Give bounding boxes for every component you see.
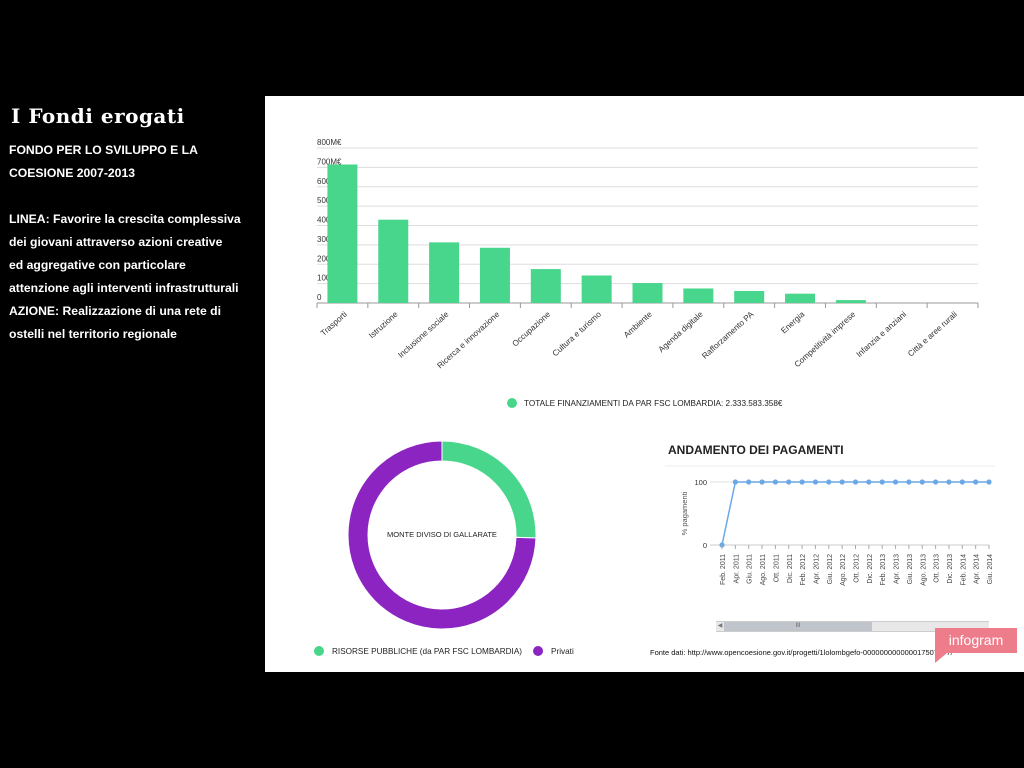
donut-legend-dot — [314, 646, 324, 656]
desc-line: attenzione agli interventi infrastruttur… — [9, 281, 239, 295]
line-point — [933, 479, 939, 485]
line-point — [919, 479, 925, 485]
donut-legend-label: Privati — [551, 647, 574, 656]
fund-name: FONDO PER LO SVILUPPO E LA COESIONE 2007… — [9, 139, 198, 185]
bar-istruzione — [378, 219, 409, 303]
bar-competitivit-imprese — [835, 300, 866, 303]
charts-canvas: 0100M€200M€300M€400M€500M€600M€700M€800M… — [314, 138, 995, 656]
line-point — [959, 479, 965, 485]
infographic-panel: 0100M€200M€300M€400M€500M€600M€700M€800M… — [265, 96, 1024, 672]
bar-category-label: Infanzia e anziani — [855, 310, 909, 359]
line-x-tick-label: Dic. 2013 — [947, 554, 954, 584]
line-point — [746, 479, 752, 485]
desc-line: ostelli nel territorio regionale — [9, 327, 177, 341]
line-point — [973, 479, 979, 485]
line-x-tick-label: Apr. 2012 — [813, 554, 820, 584]
bar-category-label: Città e aree rurali — [906, 310, 959, 359]
line-x-tick-label: Ago. 2011 — [760, 554, 767, 586]
scroll-left-icon[interactable]: ◀ — [717, 623, 723, 629]
desc-line: LINEA: Favorire la crescita complessiva — [9, 212, 241, 226]
line-x-tick-label: Giu. 2013 — [907, 554, 914, 584]
line-x-tick-label: Ott. 2011 — [773, 554, 780, 582]
bar-category-label: Cultura e turismo — [551, 310, 604, 359]
bar-energia — [785, 293, 816, 303]
scroll-thumb[interactable]: III — [724, 622, 872, 631]
line-point — [906, 479, 912, 485]
line-x-tick-label: Apr. 2014 — [974, 554, 981, 584]
line-point — [812, 479, 819, 485]
line-x-tick-label: Giu. 2014 — [987, 554, 994, 584]
line-point — [799, 479, 805, 485]
line-x-tick-label: Feb. 2011 — [720, 554, 727, 585]
bar-category-label: Ambiente — [622, 310, 654, 340]
donut-slice-1 — [347, 440, 537, 630]
donut-legend-label: RISORSE PUBBLICHE (da PAR FSC LOMBARDIA) — [332, 647, 522, 656]
line-y-tick-label: 0 — [703, 541, 707, 550]
line-point — [879, 479, 885, 485]
bar-category-label: Agenda digitale — [657, 310, 705, 355]
bar-category-label: Trasporti — [319, 310, 349, 338]
bar-occupazione — [530, 269, 561, 303]
line-point — [826, 479, 832, 485]
donut-legend-dot — [533, 646, 544, 656]
payments-chart-title: ANDAMENTO DEI PAGAMENTI — [668, 443, 844, 457]
desc-line: dei giovani attraverso azioni creative — [9, 235, 223, 249]
bar-category-label: Istruzione — [367, 310, 400, 341]
line-description: LINEA: Favorire la crescita complessiva … — [9, 208, 241, 346]
line-point — [786, 479, 792, 485]
line-x-tick-label: Ago. 2013 — [920, 554, 927, 586]
bar-ambiente — [632, 283, 663, 303]
line-x-tick-label: Dic. 2011 — [787, 554, 794, 583]
line-point — [772, 479, 778, 485]
donut-slice-0 — [441, 440, 537, 539]
timeline-scrollbar[interactable]: ◀ III — [716, 621, 989, 632]
line-x-tick-label: Feb. 2014 — [960, 554, 967, 586]
data-source-link[interactable]: Fonte dati: http://www.opencoesione.gov.… — [650, 648, 953, 657]
line-x-tick-label: Apr. 2011 — [733, 554, 740, 584]
desc-line: ed aggregative con particolare — [9, 258, 186, 272]
bar-category-label: Rafforzamento PA — [700, 309, 756, 360]
line-point — [986, 479, 992, 485]
line-x-tick-label: Feb. 2013 — [880, 554, 887, 586]
line-series — [721, 481, 989, 546]
bar-category-label: Energia — [779, 310, 806, 336]
bar-category-label: Inclusione sociale — [396, 310, 450, 360]
line-point — [946, 479, 952, 485]
donut-center-label: MONTE DIVISO DI GALLARATE — [387, 530, 497, 539]
line-point — [759, 479, 765, 485]
line-x-tick-label: Giu. 2011 — [747, 554, 754, 584]
line-y-axis-label: % pagamenti — [680, 491, 689, 535]
line-x-tick-label: Giu. 2012 — [827, 554, 834, 584]
line-y-tick-label: 100 — [694, 478, 707, 487]
line-point — [852, 479, 859, 485]
line-point — [866, 479, 872, 485]
line-x-tick-label: Ago. 2012 — [840, 554, 847, 586]
bar-y-tick-label: 700M€ — [317, 157, 342, 166]
bar-y-tick-label: 800M€ — [317, 138, 342, 147]
bar-ricerca-e-innovazione — [479, 247, 510, 303]
bar-cultura-e-turismo — [581, 275, 612, 303]
desc-line: AZIONE: Realizzazione di una rete di — [9, 304, 221, 318]
bar-legend-label: TOTALE FINANZIAMENTI DA PAR FSC LOMBARDI… — [524, 399, 783, 408]
fund-line: COESIONE 2007-2013 — [9, 166, 136, 180]
bar-rafforzamento-pa — [734, 290, 765, 303]
infogram-logo[interactable]: infogram — [935, 628, 1017, 663]
bar-legend-dot — [507, 398, 517, 408]
bar-y-tick-label: 0 — [317, 293, 322, 302]
line-x-tick-label: Dic. 2012 — [867, 554, 874, 584]
bar-category-label: Occupazione — [511, 310, 553, 349]
line-point — [839, 479, 845, 485]
fund-line: FONDO PER LO SVILUPPO E LA — [9, 143, 198, 157]
line-x-tick-label: Ott. 2013 — [934, 554, 941, 583]
line-x-tick-label: Ott. 2012 — [854, 554, 861, 583]
line-x-tick-label: Feb. 2012 — [800, 554, 807, 586]
bar-inclusione-sociale — [429, 242, 460, 303]
line-point — [732, 479, 738, 485]
line-x-tick-label: Apr. 2013 — [894, 554, 901, 584]
bar-trasporti — [327, 164, 358, 303]
line-point — [892, 479, 899, 485]
sidebar-title: I Fondi erogati — [11, 104, 185, 128]
bar-agenda-digitale — [683, 288, 714, 303]
